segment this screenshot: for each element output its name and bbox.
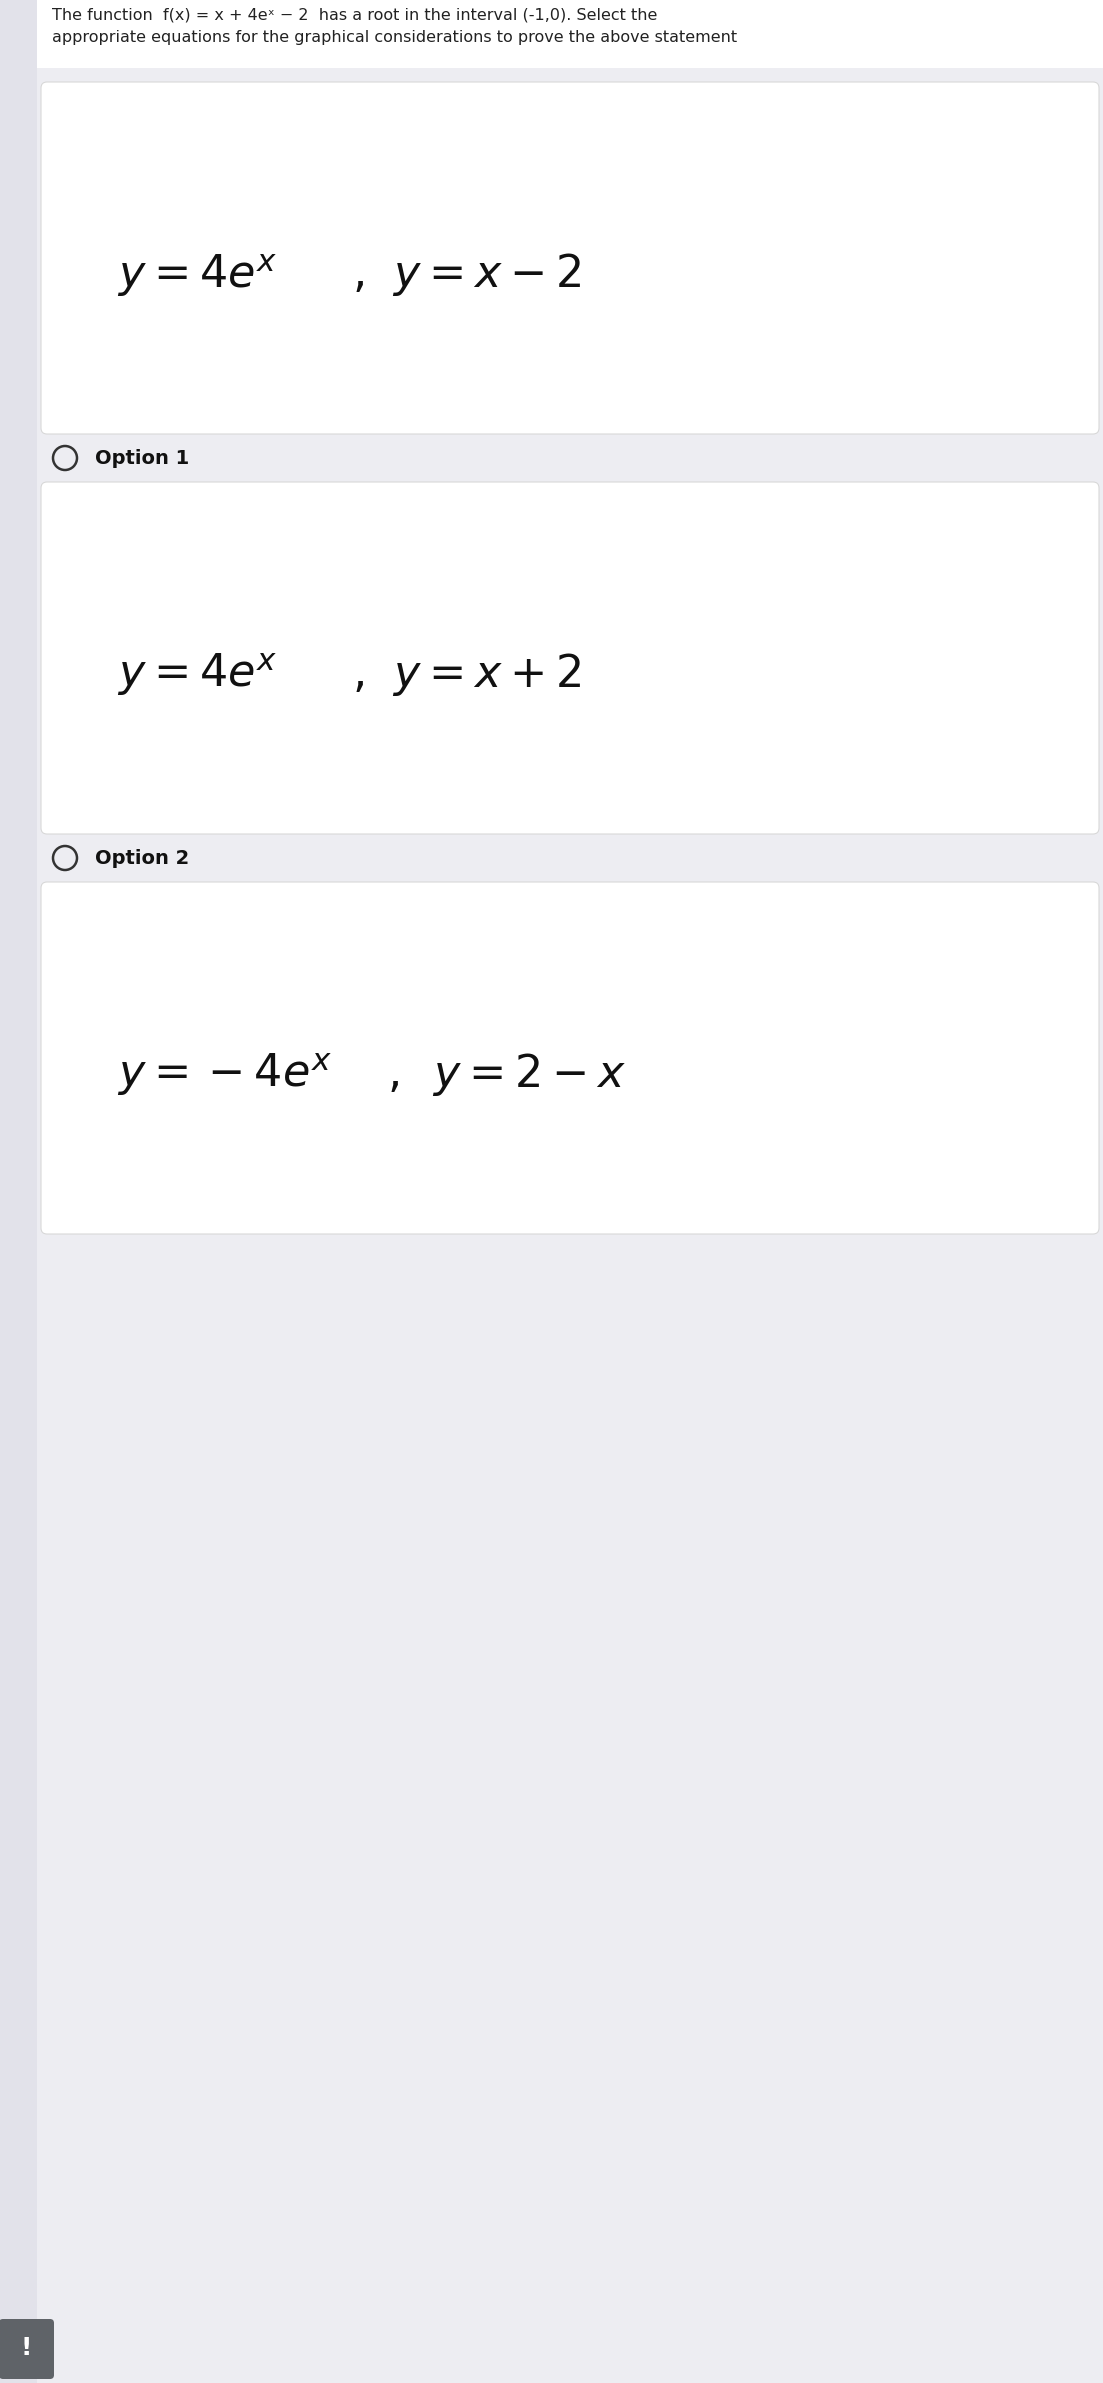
Text: The function  f(x) = x + 4eˣ − 2  has a root in the interval (-1,0). Select the: The function f(x) = x + 4eˣ − 2 has a ro…: [52, 7, 657, 24]
FancyBboxPatch shape: [0, 0, 38, 2383]
FancyBboxPatch shape: [0, 2319, 54, 2378]
Text: $y = 2 - x$: $y = 2 - x$: [432, 1051, 625, 1099]
Text: $,$: $,$: [387, 1053, 399, 1096]
Text: $,$: $,$: [352, 653, 364, 696]
Text: $y = 4e^{x}$: $y = 4e^{x}$: [117, 651, 278, 698]
Text: !: !: [20, 2335, 32, 2359]
FancyBboxPatch shape: [41, 481, 1099, 834]
Text: Option 2: Option 2: [95, 848, 190, 867]
Text: $y = x + 2$: $y = x + 2$: [392, 651, 581, 698]
Text: $y = -4e^{x}$: $y = -4e^{x}$: [117, 1051, 332, 1099]
Text: $y = 4e^{x}$: $y = 4e^{x}$: [117, 253, 278, 298]
FancyBboxPatch shape: [38, 0, 1103, 69]
Text: $,$: $,$: [352, 253, 364, 295]
FancyBboxPatch shape: [41, 882, 1099, 1234]
Text: appropriate equations for the graphical considerations to prove the above statem: appropriate equations for the graphical …: [52, 31, 737, 45]
Text: $y = x - 2$: $y = x - 2$: [392, 253, 581, 298]
Text: Option 1: Option 1: [95, 448, 190, 467]
FancyBboxPatch shape: [41, 81, 1099, 434]
